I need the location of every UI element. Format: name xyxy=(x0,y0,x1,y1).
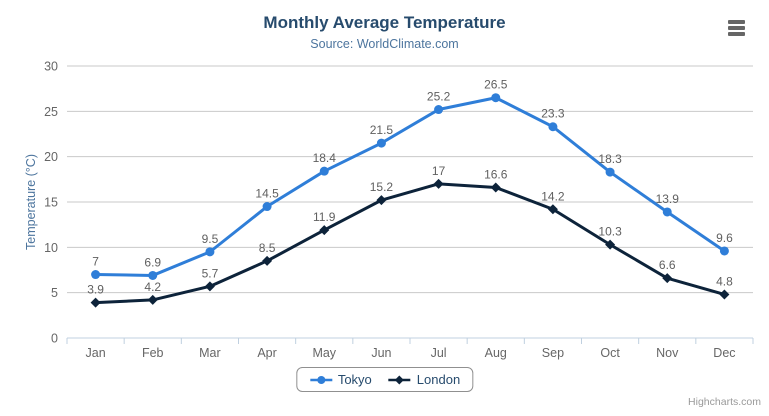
data-point-tokyo[interactable] xyxy=(605,167,615,177)
chart-title: Monthly Average Temperature xyxy=(263,13,506,32)
y-axis-label: 25 xyxy=(44,105,58,119)
credits-link[interactable]: Highcharts.com xyxy=(688,396,761,408)
y-axis-label: 5 xyxy=(51,286,58,300)
data-point-london[interactable] xyxy=(90,297,101,308)
data-point-london[interactable] xyxy=(262,255,273,266)
data-label-tokyo: 13.9 xyxy=(656,192,680,206)
data-label-tokyo: 6.9 xyxy=(144,255,161,269)
legend-label-london: London xyxy=(416,372,461,387)
data-point-london[interactable] xyxy=(547,204,558,215)
data-label-london: 3.9 xyxy=(87,283,104,297)
legend: Tokyo London xyxy=(295,367,474,392)
x-axis-label: Feb xyxy=(142,346,164,360)
data-point-london[interactable] xyxy=(719,289,730,300)
data-label-london: 4.8 xyxy=(716,274,733,288)
data-label-london: 4.2 xyxy=(144,280,161,294)
data-label-london: 8.5 xyxy=(259,241,276,255)
data-label-tokyo: 9.5 xyxy=(202,232,219,246)
data-label-london: 14.2 xyxy=(541,189,565,203)
data-point-tokyo[interactable] xyxy=(434,105,444,115)
x-axis-label: Mar xyxy=(199,346,221,360)
data-point-tokyo[interactable] xyxy=(262,202,272,212)
series-line-london[interactable] xyxy=(94,182,726,305)
x-axis-label: Jan xyxy=(86,346,106,360)
data-label-london: 16.6 xyxy=(484,167,508,181)
legend-label-tokyo: Tokyo xyxy=(337,372,372,387)
data-label-tokyo: 23.3 xyxy=(541,107,565,121)
data-label-london: 10.3 xyxy=(598,225,622,239)
x-axis-label: Dec xyxy=(713,346,735,360)
data-point-tokyo[interactable] xyxy=(662,207,672,217)
data-label-tokyo: 7 xyxy=(92,255,99,269)
data-label-london: 11.9 xyxy=(313,210,336,224)
x-axis-label: Oct xyxy=(600,346,620,360)
series-line-tokyo[interactable] xyxy=(94,96,726,277)
context-menu-button[interactable] xyxy=(725,17,748,39)
hamburger-icon xyxy=(728,20,745,36)
data-point-tokyo[interactable] xyxy=(319,166,329,176)
chart-subtitle: Source: WorldClimate.com xyxy=(310,37,459,51)
data-point-london[interactable] xyxy=(204,281,215,292)
y-axis-label: 15 xyxy=(44,196,58,210)
data-label-tokyo: 26.5 xyxy=(484,78,508,92)
data-label-london: 15.2 xyxy=(370,180,394,194)
data-point-tokyo[interactable] xyxy=(205,247,215,257)
data-label-tokyo: 25.2 xyxy=(427,90,451,104)
data-label-tokyo: 14.5 xyxy=(255,187,279,201)
data-point-london[interactable] xyxy=(376,195,387,206)
data-label-tokyo: 18.3 xyxy=(598,152,622,166)
data-point-london[interactable] xyxy=(319,225,330,236)
data-label-tokyo: 18.4 xyxy=(313,151,337,165)
data-label-london: 17 xyxy=(432,164,446,178)
x-axis-label: Sep xyxy=(542,346,564,360)
data-point-tokyo[interactable] xyxy=(148,270,158,280)
data-point-london[interactable] xyxy=(433,178,444,189)
data-point-tokyo[interactable] xyxy=(376,138,386,148)
legend-symbol[interactable] xyxy=(316,375,325,384)
data-label-tokyo: 9.6 xyxy=(716,231,733,245)
x-axis-label: Nov xyxy=(656,346,679,360)
data-label-london: 6.6 xyxy=(659,258,676,272)
x-axis-label: Aug xyxy=(485,346,507,360)
data-point-tokyo[interactable] xyxy=(491,93,501,103)
data-point-tokyo[interactable] xyxy=(91,270,101,280)
data-label-tokyo: 21.5 xyxy=(370,123,394,137)
legend-item-london[interactable]: London xyxy=(388,372,460,387)
x-axis-label: May xyxy=(312,346,336,360)
data-label-london: 5.7 xyxy=(202,266,219,280)
london-series-marker-icon xyxy=(388,375,411,384)
data-point-london[interactable] xyxy=(147,294,158,305)
x-axis-label: Jun xyxy=(371,346,391,360)
y-axis-label: 0 xyxy=(51,332,58,346)
legend-item-tokyo[interactable]: Tokyo xyxy=(309,372,372,387)
y-axis-label: 10 xyxy=(44,241,58,255)
y-axis-label: 30 xyxy=(44,60,58,74)
data-point-tokyo[interactable] xyxy=(548,122,558,132)
data-point-london[interactable] xyxy=(490,182,501,193)
data-point-london[interactable] xyxy=(662,273,673,284)
data-point-tokyo[interactable] xyxy=(719,246,729,256)
x-axis-label: Apr xyxy=(257,346,276,360)
tokyo-series-marker-icon xyxy=(309,375,332,384)
data-point-london[interactable] xyxy=(605,239,616,250)
y-axis-label: 20 xyxy=(44,150,58,164)
x-axis-label: Jul xyxy=(431,346,447,360)
legend-symbol[interactable] xyxy=(395,375,405,384)
